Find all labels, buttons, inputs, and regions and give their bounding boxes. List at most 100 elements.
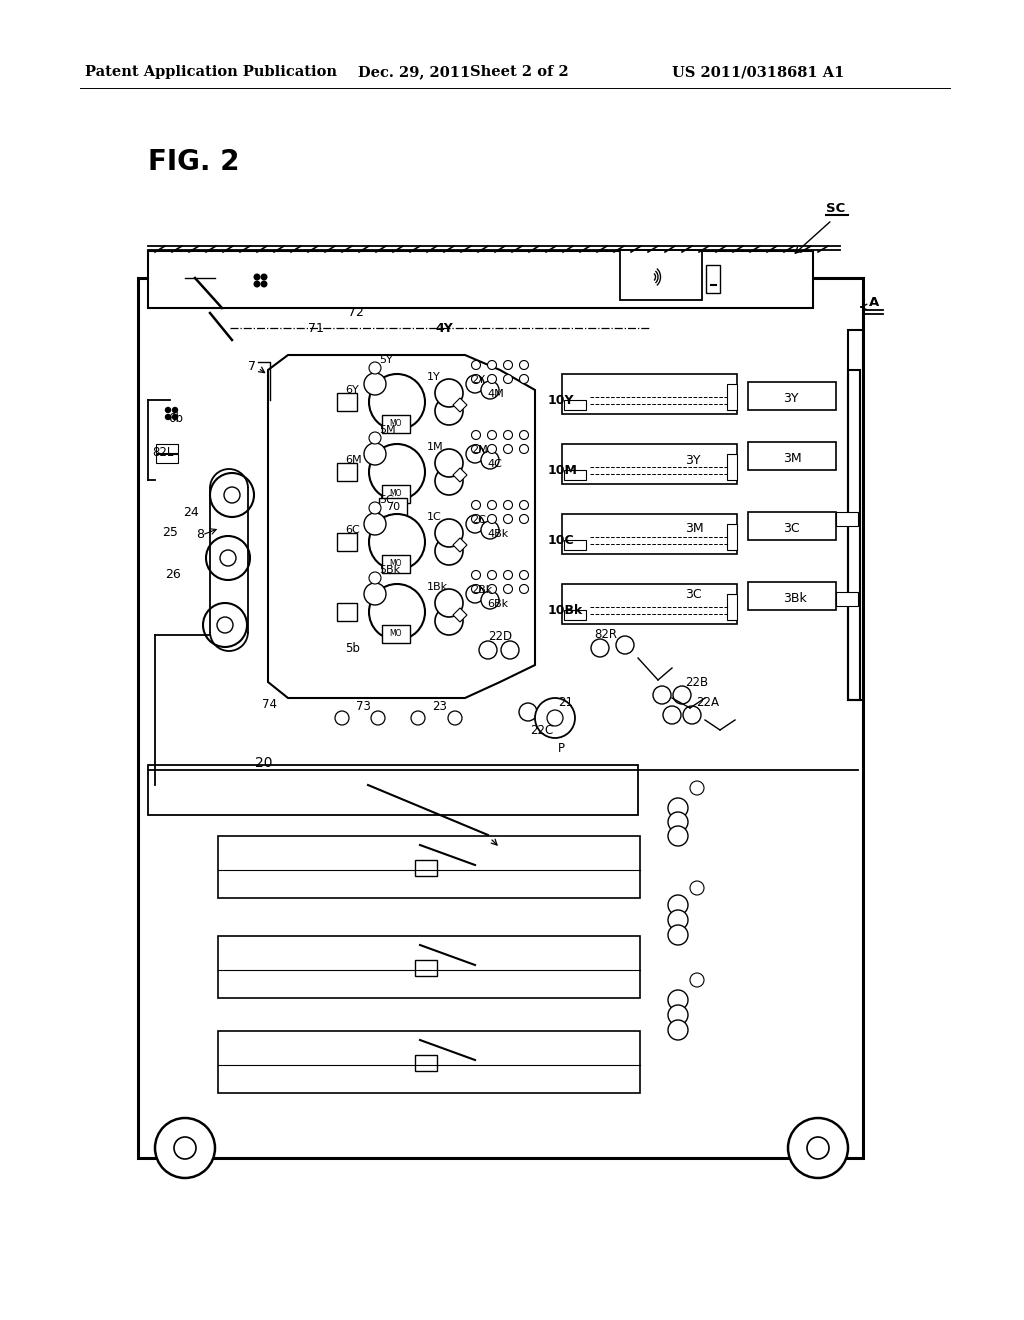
Bar (727, 524, 737, 550)
Circle shape (519, 570, 528, 579)
Circle shape (369, 572, 381, 583)
Circle shape (481, 381, 499, 399)
Bar (156, 444, 178, 453)
Circle shape (504, 585, 512, 594)
Text: Dec. 29, 2011: Dec. 29, 2011 (358, 65, 470, 79)
Bar (379, 498, 407, 516)
Circle shape (220, 550, 236, 566)
Circle shape (504, 500, 512, 510)
Circle shape (254, 275, 260, 280)
Circle shape (481, 451, 499, 469)
Bar (337, 463, 357, 480)
Circle shape (172, 414, 177, 420)
Bar (218, 936, 640, 998)
Text: 7: 7 (248, 359, 256, 372)
Text: US 2011/0318681 A1: US 2011/0318681 A1 (672, 65, 845, 79)
Text: FIG. 2: FIG. 2 (148, 148, 240, 176)
Circle shape (466, 445, 484, 463)
Bar (836, 512, 858, 525)
Text: 3Y: 3Y (783, 392, 799, 404)
Bar (748, 381, 836, 411)
Circle shape (668, 990, 688, 1010)
Text: Sheet 2 of 2: Sheet 2 of 2 (470, 65, 568, 79)
Circle shape (788, 1118, 848, 1177)
Circle shape (519, 430, 528, 440)
Bar (382, 414, 410, 433)
Circle shape (471, 570, 480, 579)
Bar (748, 512, 836, 540)
Text: SC: SC (826, 202, 846, 214)
Bar (706, 265, 720, 293)
Text: 4Y: 4Y (435, 322, 453, 334)
Bar (564, 610, 586, 620)
Circle shape (519, 585, 528, 594)
Polygon shape (453, 539, 467, 552)
Text: A: A (869, 296, 880, 309)
Bar (564, 400, 586, 411)
Bar (415, 861, 437, 876)
Circle shape (616, 636, 634, 653)
Bar (620, 249, 702, 300)
Circle shape (519, 704, 537, 721)
Circle shape (504, 515, 512, 524)
Circle shape (535, 698, 575, 738)
Text: 5C: 5C (379, 495, 394, 506)
Circle shape (487, 585, 497, 594)
Text: 21: 21 (558, 697, 573, 710)
Circle shape (349, 776, 381, 808)
Circle shape (359, 785, 371, 799)
Polygon shape (453, 609, 467, 622)
Circle shape (690, 880, 705, 895)
Text: 23: 23 (432, 700, 446, 713)
Text: 1M: 1M (427, 442, 443, 451)
Bar (337, 533, 357, 550)
Bar (337, 603, 357, 620)
Bar (562, 583, 737, 624)
Text: 25: 25 (162, 525, 178, 539)
Bar (138, 279, 863, 1158)
Text: MO: MO (390, 560, 402, 569)
Text: MO: MO (390, 420, 402, 429)
Text: Patent Application Publication: Patent Application Publication (85, 65, 337, 79)
Circle shape (481, 591, 499, 609)
Circle shape (172, 408, 177, 412)
Text: 71: 71 (308, 322, 324, 334)
Circle shape (487, 445, 497, 454)
Circle shape (471, 500, 480, 510)
Circle shape (471, 430, 480, 440)
Circle shape (519, 375, 528, 384)
Circle shape (487, 375, 497, 384)
Text: 4Bk: 4Bk (487, 529, 508, 539)
Circle shape (426, 785, 438, 799)
Circle shape (479, 642, 497, 659)
Circle shape (653, 686, 671, 704)
Circle shape (690, 973, 705, 987)
Circle shape (487, 430, 497, 440)
Bar (382, 624, 410, 643)
Circle shape (369, 374, 425, 430)
Circle shape (471, 360, 480, 370)
Circle shape (466, 515, 484, 533)
Text: 24: 24 (183, 506, 199, 519)
Circle shape (371, 711, 385, 725)
Text: P: P (558, 742, 565, 755)
Text: 3Y: 3Y (685, 454, 700, 466)
Text: 1C: 1C (427, 512, 441, 521)
Circle shape (807, 1137, 829, 1159)
Bar (562, 374, 737, 414)
Text: 4C: 4C (487, 459, 502, 469)
Bar (748, 442, 836, 470)
Circle shape (210, 473, 254, 517)
Polygon shape (453, 469, 467, 482)
Circle shape (519, 500, 528, 510)
Text: 5b: 5b (345, 642, 359, 655)
Circle shape (254, 281, 260, 286)
Text: 6b: 6b (168, 412, 183, 425)
Bar (415, 1055, 437, 1071)
Circle shape (369, 444, 425, 500)
Circle shape (487, 500, 497, 510)
Circle shape (487, 515, 497, 524)
Text: 20: 20 (255, 756, 272, 770)
Circle shape (501, 642, 519, 659)
Text: 6M: 6M (345, 455, 361, 465)
